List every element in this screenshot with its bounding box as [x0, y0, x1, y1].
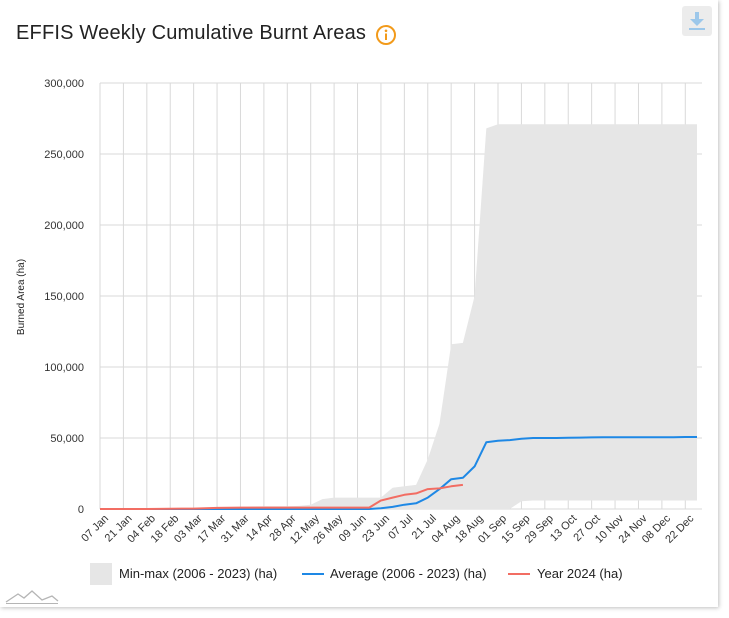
minmax-band-layer	[100, 124, 697, 509]
minmax-band	[100, 124, 697, 509]
series-lines	[100, 436, 697, 510]
y-tick-label: 150,000	[44, 291, 84, 303]
info-icon[interactable]	[375, 24, 397, 46]
page-title: EFFIS Weekly Cumulative Burnt Areas	[16, 22, 367, 44]
legend-swatch-minmax	[90, 563, 112, 585]
legend-item-minmax[interactable]: Min-max (2006 - 2023) (ha)	[90, 563, 277, 585]
y-tick-label: 300,000	[44, 78, 84, 90]
y-tick-label: 0	[78, 504, 84, 516]
year-2024-line	[100, 483, 464, 510]
legend-item-year[interactable]: Year 2024 (ha)	[508, 566, 623, 581]
effis-logo	[5, 590, 59, 604]
x-tick-label: 23 Jun	[360, 513, 392, 545]
legend-label-minmax: Min-max (2006 - 2023) (ha)	[119, 566, 277, 581]
x-tick-label: 07 Jul	[386, 513, 415, 542]
download-button[interactable]	[682, 6, 712, 36]
download-icon	[689, 12, 705, 30]
y-axis-title: Burned Area (ha)	[16, 259, 27, 335]
legend-label-year: Year 2024 (ha)	[537, 566, 623, 581]
y-axis: 0 50,000 100,000 150,000 200,000 250,000 300,0…	[44, 78, 84, 516]
chart-card: EFFIS Weekly Cumulative Burnt Areas 0 50,…	[16, 6, 712, 585]
burnt-area-chart: 0 50,000 100,000 150,000 200,000 250,000 300,0…	[16, 78, 702, 585]
y-tick-label: 250,000	[44, 149, 84, 161]
legend: Min-max (2006 - 2023) (ha) Average (2006…	[90, 563, 623, 585]
y-tick-label: 100,000	[44, 362, 84, 374]
y-tick-label: 200,000	[44, 220, 84, 232]
legend-label-average: Average (2006 - 2023) (ha)	[330, 566, 487, 581]
legend-item-average[interactable]: Average (2006 - 2023) (ha)	[302, 566, 487, 581]
y-tick-label: 50,000	[50, 433, 84, 445]
